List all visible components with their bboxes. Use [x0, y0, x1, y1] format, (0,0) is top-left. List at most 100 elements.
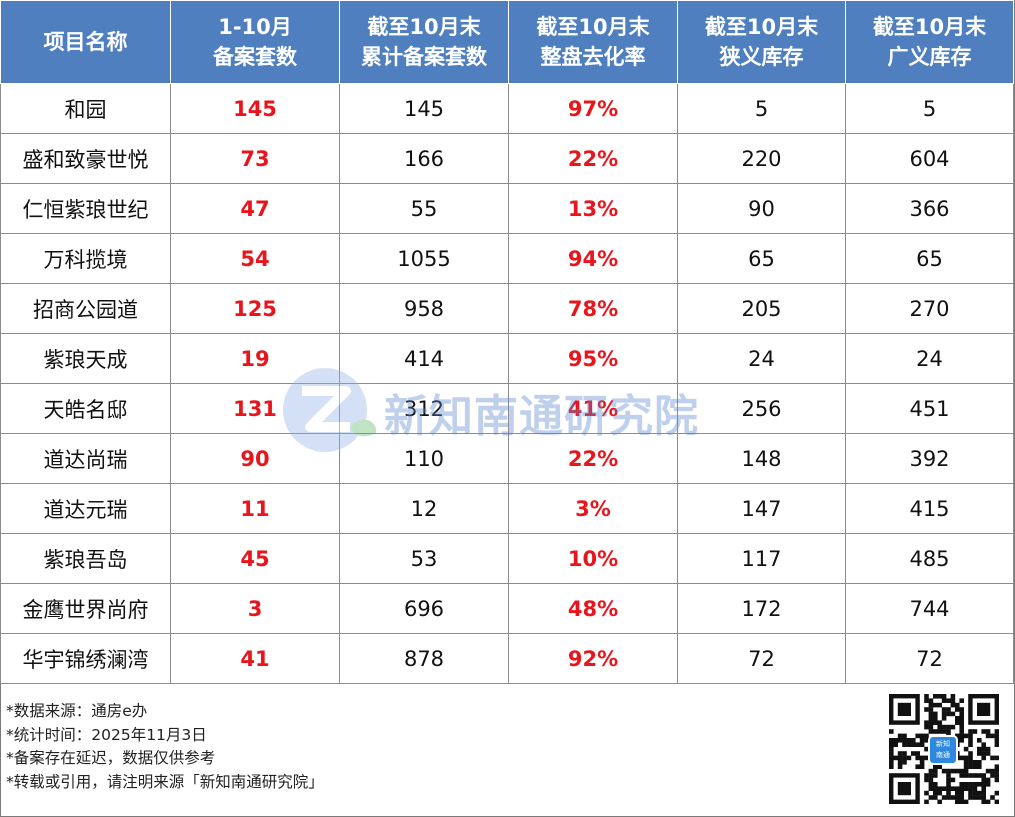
project-name-cell: 招商公园道 — [0, 283, 171, 334]
data-cell: 451 — [845, 383, 1014, 434]
data-cell: 744 — [845, 583, 1014, 634]
housing-project-table: 项目名称 1-10月 备案套数 截至10月末 累计备案套数 截至10月末 整盘去化率 截至10… — [0, 0, 1014, 684]
data-cell: 5 — [845, 83, 1014, 134]
table-row: 紫琅吾岛 45 53 10% 117 485 — [0, 533, 1014, 584]
data-cell: 94% — [508, 233, 678, 284]
data-cell: 172 — [677, 583, 846, 634]
data-cell: 13% — [508, 183, 678, 234]
data-cell: 92% — [508, 633, 678, 684]
data-cell: 270 — [845, 283, 1014, 334]
data-cell: 45 — [170, 533, 340, 584]
column-header-0: 项目名称 — [0, 0, 171, 84]
data-cell: 696 — [339, 583, 509, 634]
data-cell: 65 — [845, 233, 1014, 284]
data-cell: 65 — [677, 233, 846, 284]
column-header-line: 狭义库存 — [719, 45, 804, 69]
column-header-line: 广义库存 — [887, 45, 972, 69]
data-cell: 90 — [677, 183, 846, 234]
table-row: 万科揽境 54 1055 94% 65 65 — [0, 233, 1014, 284]
table-row: 仁恒紫琅世纪 47 55 13% 90 366 — [0, 183, 1014, 234]
project-name-cell: 道达元瑞 — [0, 483, 171, 534]
data-cell: 19 — [170, 333, 340, 384]
table-row: 招商公园道 125 958 78% 205 270 — [0, 283, 1014, 334]
data-cell: 72 — [677, 633, 846, 684]
data-cell: 145 — [170, 83, 340, 134]
data-cell: 878 — [339, 633, 509, 684]
data-cell: 125 — [170, 283, 340, 334]
column-header-line: 截至10月末 — [536, 15, 650, 39]
data-cell: 366 — [845, 183, 1014, 234]
data-cell: 110 — [339, 433, 509, 484]
data-cell: 166 — [339, 133, 509, 184]
data-cell: 205 — [677, 283, 846, 334]
data-cell: 1055 — [339, 233, 509, 284]
data-cell: 958 — [339, 283, 509, 334]
note-disclaimer: *备案存在延迟，数据仅供参考 — [6, 749, 216, 767]
table-row: 道达尚瑞 90 110 22% 148 392 — [0, 433, 1014, 484]
footnotes: *数据来源：通房e办 *统计时间：2025年11月3日 *备案存在延迟，数据仅供… — [6, 700, 324, 794]
data-cell: 24 — [845, 333, 1014, 384]
column-header-line: 截至10月末 — [367, 15, 481, 39]
data-cell: 54 — [170, 233, 340, 284]
project-name-cell: 天皓名邸 — [0, 383, 171, 434]
note-citation: *转载或引用，请注明来源「新知南通研究院」 — [6, 772, 324, 791]
table-row: 华宇锦绣澜湾 41 878 92% 72 72 — [0, 633, 1014, 684]
table-row: 道达元瑞 11 12 3% 147 415 — [0, 483, 1014, 534]
project-name-cell: 和园 — [0, 83, 171, 134]
project-name-cell: 紫琅吾岛 — [0, 533, 171, 584]
data-cell: 55 — [339, 183, 509, 234]
project-name-cell: 紫琅天成 — [0, 333, 171, 384]
data-cell: 72 — [845, 633, 1014, 684]
data-cell: 73 — [170, 133, 340, 184]
table-header-row: 项目名称 1-10月 备案套数 截至10月末 累计备案套数 截至10月末 整盘去化率 截至10… — [0, 0, 1014, 84]
data-cell: 47 — [170, 183, 340, 234]
note-source: *数据来源：通房e办 — [6, 702, 148, 720]
data-cell: 3 — [170, 583, 340, 634]
project-name-cell: 道达尚瑞 — [0, 433, 171, 484]
data-cell: 90 — [170, 433, 340, 484]
data-cell: 24 — [677, 333, 846, 384]
column-header-line: 备案套数 — [213, 45, 297, 69]
data-cell: 3% — [508, 483, 678, 534]
data-cell: 147 — [677, 483, 846, 534]
data-cell: 97% — [508, 83, 678, 134]
qr-center-logo: 新知 南通 — [928, 735, 958, 765]
column-header-2: 截至10月末 累计备案套数 — [339, 0, 509, 84]
data-cell: 131 — [170, 383, 340, 434]
column-header-5: 截至10月末 广义库存 — [845, 0, 1014, 84]
data-cell: 604 — [845, 133, 1014, 184]
qr-badge-line-2: 南通 — [936, 751, 950, 759]
data-cell: 53 — [339, 533, 509, 584]
data-cell: 12 — [339, 483, 509, 534]
project-name-cell: 仁恒紫琅世纪 — [0, 183, 171, 234]
table-row: 盛和致豪世悦 73 166 22% 220 604 — [0, 133, 1014, 184]
column-header-line: 1-10月 — [218, 15, 292, 39]
data-cell: 5 — [677, 83, 846, 134]
data-cell: 145 — [339, 83, 509, 134]
table-row: 和园 145 145 97% 5 5 — [0, 83, 1014, 134]
data-cell: 22% — [508, 433, 678, 484]
data-cell: 148 — [677, 433, 846, 484]
data-cell: 48% — [508, 583, 678, 634]
data-cell: 485 — [845, 533, 1014, 584]
project-name-cell: 金鹰世界尚府 — [0, 583, 171, 634]
data-cell: 10% — [508, 533, 678, 584]
qr-badge-line-1: 新知 — [936, 740, 950, 748]
column-header-1: 1-10月备案套数 — [170, 0, 340, 84]
note-date: *统计时间：2025年11月3日 — [6, 725, 207, 744]
table-body: 和园 145 145 97% 5 5 盛和致豪世悦 73 166 22% 220 604 仁恒紫琅世纪 4… — [0, 83, 1014, 684]
data-cell: 392 — [845, 433, 1014, 484]
column-header-4: 截至10月末 狭义库存 — [677, 0, 846, 84]
column-header-line: 项目名称 — [43, 30, 128, 54]
table-row: 紫琅天成 19 414 95% 24 24 — [0, 333, 1014, 384]
data-cell: 22% — [508, 133, 678, 184]
column-header-line: 累计备案套数 — [361, 45, 487, 69]
data-cell: 11 — [170, 483, 340, 534]
project-name-cell: 盛和致豪世悦 — [0, 133, 171, 184]
data-cell: 78% — [508, 283, 678, 334]
data-cell: 220 — [677, 133, 846, 184]
data-cell: 414 — [339, 333, 509, 384]
column-header-3: 截至10月末 整盘去化率 — [508, 0, 678, 84]
column-header-line: 截至10月末 — [872, 15, 987, 39]
data-cell: 95% — [508, 333, 678, 384]
